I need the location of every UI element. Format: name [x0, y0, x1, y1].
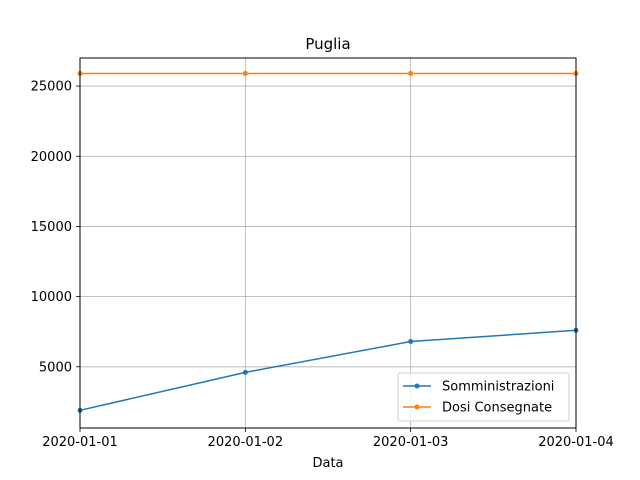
x-tick-label: 2020-01-01 [42, 435, 118, 450]
plot-frame [79, 57, 577, 429]
legend-marker [414, 383, 420, 389]
chart-title: Puglia [305, 35, 350, 53]
y-tick-label: 25000 [31, 80, 72, 95]
legend-box [397, 372, 570, 422]
x-axis-label: Data [312, 456, 343, 471]
plot-area [80, 58, 576, 428]
x-tick-label: 2020-01-03 [373, 435, 449, 450]
legend-marker [414, 404, 420, 410]
x-tick-label: 2020-01-04 [538, 435, 614, 450]
x-tick-label: 2020-01-02 [208, 435, 284, 450]
y-tick-label: 10000 [31, 290, 72, 305]
legend-label: Somministrazioni [442, 380, 554, 395]
series-line-0 [79, 329, 577, 412]
legend: Somministrazioni Dosi Consegnate [397, 372, 570, 422]
legend-label: Dosi Consegnate [442, 401, 552, 416]
series-point-1 [242, 70, 248, 76]
x-axis: 2020-01-01 2020-01-02 2020-01-03 2020-01-04 [42, 428, 614, 450]
series-point-1 [408, 70, 414, 76]
y-tick-label: 5000 [39, 360, 72, 375]
y-tick-label: 20000 [31, 150, 72, 165]
y-axis: 5000 10000 15000 20000 25000 [31, 80, 80, 375]
series-point-0 [408, 339, 414, 345]
series-point-0 [242, 369, 248, 375]
y-tick-label: 15000 [31, 220, 72, 235]
